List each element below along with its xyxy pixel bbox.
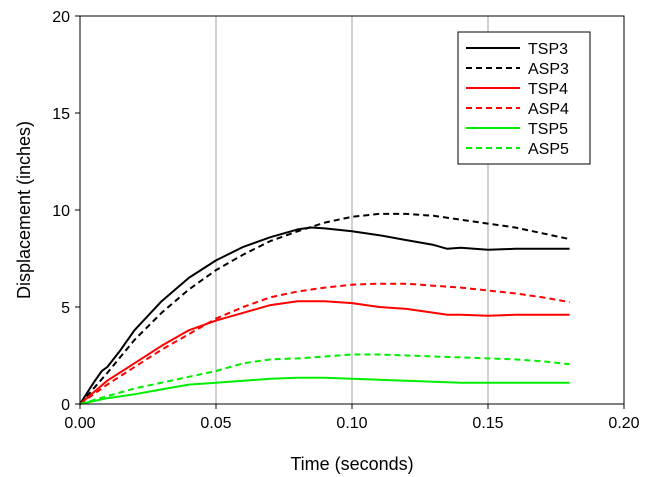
series-line-asp3 bbox=[79, 212, 570, 405]
series-line-asp4 bbox=[79, 282, 570, 405]
series-line-tsp4 bbox=[79, 300, 570, 405]
x-tick-label-4: 0.20 bbox=[608, 415, 639, 432]
y-tick-label-1: 5 bbox=[61, 300, 70, 317]
x-tick-label-3: 0.15 bbox=[472, 415, 503, 432]
series-lines bbox=[79, 212, 570, 405]
y-axis-title: Displacement (inches) bbox=[14, 121, 34, 299]
x-axis-title: Time (seconds) bbox=[290, 454, 413, 474]
series-line-tsp5 bbox=[79, 376, 570, 405]
legend-label-tsp3: TSP3 bbox=[528, 41, 568, 58]
y-tick-label-4: 20 bbox=[52, 9, 70, 26]
grid-lines bbox=[215, 16, 489, 404]
legend-box bbox=[457, 31, 591, 165]
series-line-asp5 bbox=[79, 353, 570, 405]
y-tick-label-2: 10 bbox=[52, 203, 70, 220]
legend-label-asp5: ASP5 bbox=[528, 141, 569, 158]
legend: TSP3 ASP3 TSP4 ASP4 TSP5 ASP5 bbox=[457, 31, 591, 165]
series-line-tsp3 bbox=[79, 226, 570, 405]
x-axis-ticks: 0.00 0.05 0.10 0.15 0.20 bbox=[64, 404, 640, 432]
x-tick-label-1: 0.05 bbox=[200, 415, 231, 432]
y-tick-label-3: 15 bbox=[52, 106, 70, 123]
y-axis-ticks: 0 5 10 15 20 bbox=[52, 9, 80, 414]
x-tick-label-2: 0.10 bbox=[336, 415, 367, 432]
legend-label-tsp5: TSP5 bbox=[528, 121, 568, 138]
legend-label-asp4: ASP4 bbox=[528, 101, 569, 118]
y-tick-label-0: 0 bbox=[61, 397, 70, 414]
legend-label-asp3: ASP3 bbox=[528, 61, 569, 78]
legend-label-tsp4: TSP4 bbox=[528, 81, 568, 98]
x-tick-label-0: 0.00 bbox=[64, 415, 95, 432]
